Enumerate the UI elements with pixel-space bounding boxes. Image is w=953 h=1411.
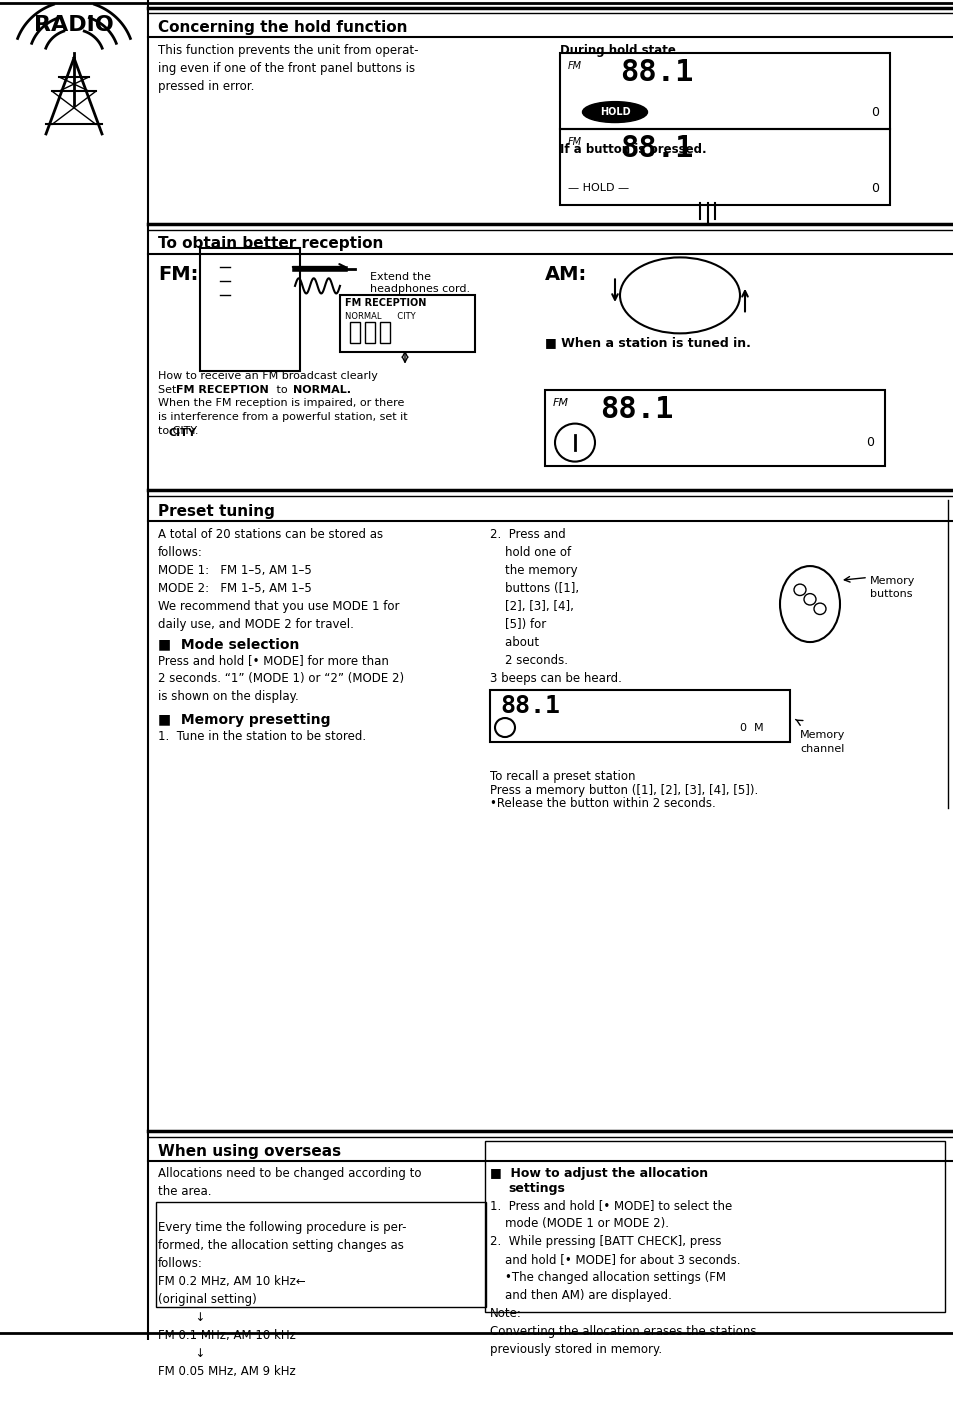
Text: ■  How to adjust the allocation: ■ How to adjust the allocation — [490, 1167, 707, 1180]
Text: Memory
channel: Memory channel — [800, 731, 844, 753]
Bar — [379, 322, 390, 343]
Text: When the FM reception is impaired, or there
is interference from a powerful stat: When the FM reception is impaired, or th… — [158, 398, 407, 436]
Text: AM:: AM: — [544, 265, 587, 284]
Text: Memory
buttons: Memory buttons — [869, 576, 915, 598]
Text: NORMAL.: NORMAL. — [293, 385, 351, 395]
Bar — [200, 248, 299, 371]
Ellipse shape — [582, 102, 647, 123]
Text: ■  Memory presetting: ■ Memory presetting — [158, 714, 330, 727]
Text: ■  Mode selection: ■ Mode selection — [158, 638, 299, 652]
Bar — [559, 54, 889, 130]
Text: 0  M: 0 M — [740, 722, 762, 732]
Text: RADIO: RADIO — [34, 16, 113, 35]
Bar — [365, 322, 375, 343]
Text: During hold state: During hold state — [559, 44, 675, 56]
Text: How to receive an FM broadcast clearly: How to receive an FM broadcast clearly — [158, 371, 377, 381]
Text: 88.1: 88.1 — [599, 395, 673, 425]
Text: 2.  Press and
    hold one of
    the memory
    buttons ([1],
    [2], [3], [4]: 2. Press and hold one of the memory butt… — [490, 528, 621, 686]
Text: Allocations need to be changed according to
the area.

Every time the following : Allocations need to be changed according… — [158, 1167, 421, 1379]
Text: 0: 0 — [870, 106, 878, 119]
Text: NORMAL      CITY: NORMAL CITY — [345, 312, 416, 320]
Text: FM RECEPTION: FM RECEPTION — [345, 298, 426, 308]
Text: Press and hold [• MODE] for more than
2 seconds. “1” (MODE 1) or “2” (MODE 2)
is: Press and hold [• MODE] for more than 2 … — [158, 655, 404, 704]
Text: •Release the button within 2 seconds.: •Release the button within 2 seconds. — [490, 797, 715, 810]
Text: CITY: CITY — [169, 429, 196, 439]
Bar — [156, 1202, 485, 1307]
Text: To obtain better reception: To obtain better reception — [158, 237, 383, 251]
Bar — [490, 690, 789, 742]
Text: Preset tuning: Preset tuning — [158, 504, 274, 519]
Text: 1.  Tune in the station to be stored.: 1. Tune in the station to be stored. — [158, 731, 366, 744]
Text: 0: 0 — [865, 436, 873, 449]
Bar — [559, 130, 889, 205]
Text: 88.1: 88.1 — [619, 134, 693, 162]
Text: To recall a preset station: To recall a preset station — [490, 770, 635, 783]
Text: FM:: FM: — [158, 265, 198, 284]
Text: Set: Set — [158, 385, 180, 395]
Text: to: to — [273, 385, 291, 395]
Text: Press a memory button ([1], [2], [3], [4], [5]).: Press a memory button ([1], [2], [3], [4… — [490, 783, 758, 797]
Text: This function prevents the unit from operat-
ing even if one of the front panel : This function prevents the unit from ope… — [158, 44, 418, 93]
Text: Concerning the hold function: Concerning the hold function — [158, 20, 407, 35]
Text: 88.1: 88.1 — [499, 694, 559, 718]
Bar — [339, 295, 475, 353]
Text: HOLD: HOLD — [599, 107, 630, 117]
Bar — [484, 1140, 944, 1312]
Text: FM: FM — [553, 398, 568, 408]
Text: settings: settings — [507, 1181, 564, 1195]
Bar — [350, 322, 359, 343]
Text: headphones cord.: headphones cord. — [370, 284, 470, 293]
Text: FM: FM — [567, 137, 581, 147]
Text: — HOLD —: — HOLD — — [567, 183, 628, 193]
Text: 1.  Press and hold [• MODE] to select the
    mode (MODE 1 or MODE 2).
2.  While: 1. Press and hold [• MODE] to select the… — [490, 1198, 756, 1356]
Text: When using overseas: When using overseas — [158, 1143, 341, 1158]
Text: 0: 0 — [870, 182, 878, 195]
Bar — [544, 391, 884, 467]
Text: A total of 20 stations can be stored as
follows:
MODE 1:   FM 1–5, AM 1–5
MODE 2: A total of 20 stations can be stored as … — [158, 528, 399, 631]
Text: 88.1: 88.1 — [619, 58, 693, 87]
Text: If a button is pressed.: If a button is pressed. — [559, 144, 706, 157]
Text: FM: FM — [567, 61, 581, 71]
Text: ■ When a station is tuned in.: ■ When a station is tuned in. — [544, 336, 750, 349]
Text: Extend the: Extend the — [370, 272, 431, 282]
Text: FM RECEPTION: FM RECEPTION — [175, 385, 269, 395]
